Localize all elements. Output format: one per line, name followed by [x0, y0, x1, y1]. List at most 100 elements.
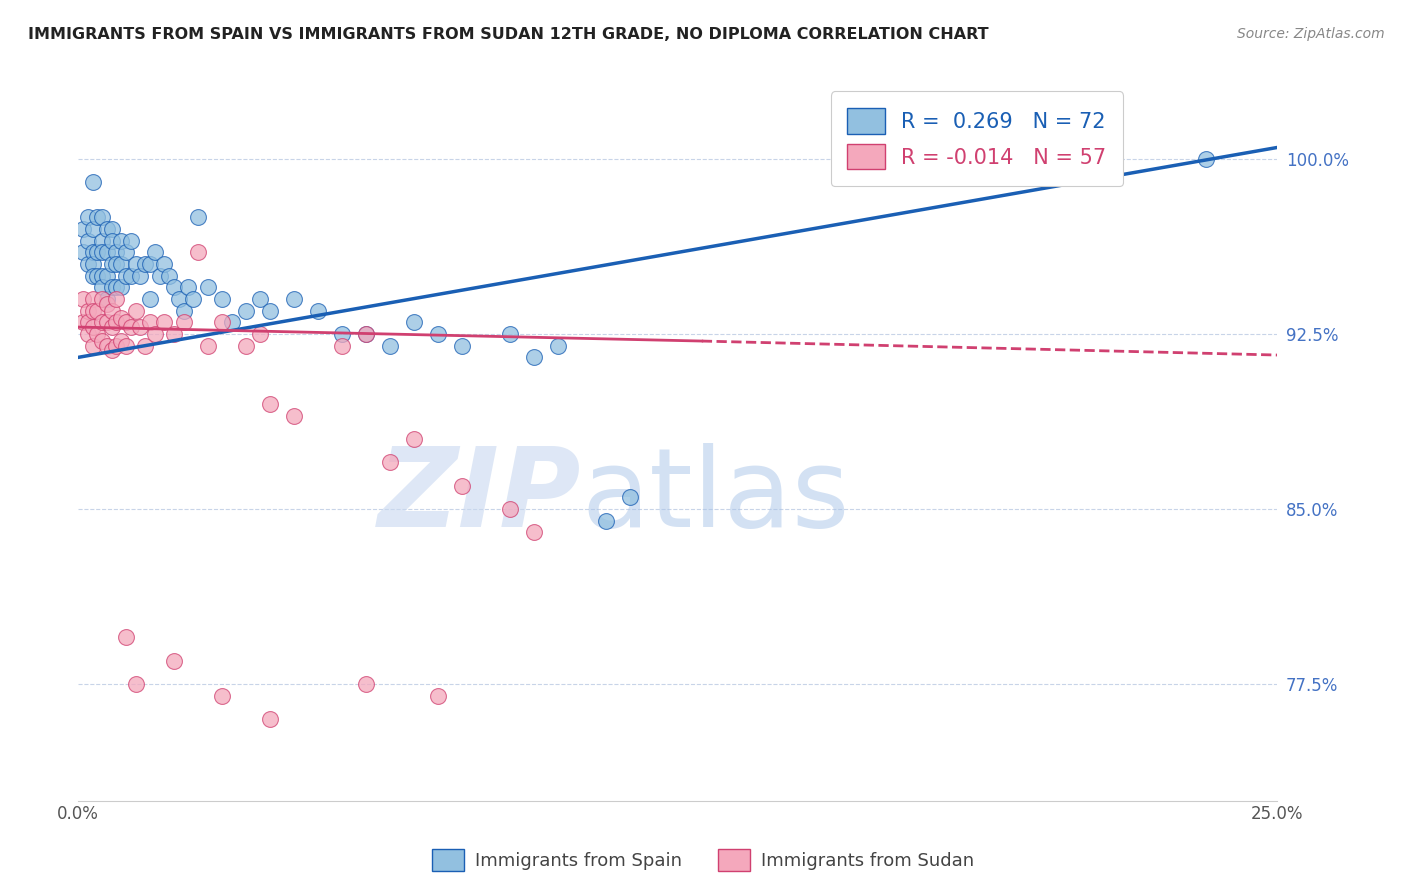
Point: [100, 257, 122, 271]
Point: [139, 292, 162, 306]
Point: [96, 245, 118, 260]
Point: [72, 222, 94, 236]
Point: [125, 303, 148, 318]
Text: Source: ZipAtlas.com: Source: ZipAtlas.com: [1237, 27, 1385, 41]
Point: [96, 339, 118, 353]
Point: [110, 257, 132, 271]
Point: [378, 339, 401, 353]
Point: [91, 280, 114, 294]
Point: [96, 292, 118, 306]
Point: [91, 292, 114, 306]
Point: [72, 315, 94, 329]
Point: [378, 455, 401, 469]
Point: [100, 343, 122, 358]
Point: [105, 245, 128, 260]
Y-axis label: 12th Grade, No Diploma: 12th Grade, No Diploma: [0, 338, 8, 540]
Point: [259, 712, 281, 726]
Point: [139, 315, 162, 329]
Point: [307, 303, 329, 318]
Point: [100, 280, 122, 294]
Point: [249, 292, 271, 306]
Point: [259, 397, 281, 411]
Point: [187, 245, 209, 260]
Point: [82, 222, 104, 236]
Point: [120, 320, 142, 334]
Point: [115, 268, 138, 283]
Point: [82, 292, 104, 306]
Point: [211, 292, 233, 306]
Point: [402, 315, 425, 329]
Point: [91, 268, 114, 283]
Point: [153, 257, 176, 271]
Point: [76, 234, 98, 248]
Point: [163, 280, 186, 294]
Point: [125, 677, 148, 691]
Point: [105, 280, 128, 294]
Point: [86, 303, 108, 318]
Point: [426, 326, 449, 341]
Point: [249, 326, 271, 341]
Point: [115, 630, 138, 644]
Point: [86, 211, 108, 225]
Point: [82, 303, 104, 318]
Point: [76, 326, 98, 341]
Point: [110, 334, 132, 348]
Point: [110, 280, 132, 294]
Point: [134, 257, 156, 271]
Point: [96, 222, 118, 236]
Point: [211, 315, 233, 329]
Point: [149, 268, 172, 283]
Point: [153, 315, 176, 329]
Point: [86, 268, 108, 283]
Point: [120, 268, 142, 283]
Point: [96, 315, 118, 329]
Point: [157, 268, 180, 283]
Point: [86, 245, 108, 260]
Point: [143, 326, 166, 341]
Text: ZIP: ZIP: [378, 443, 582, 550]
Point: [134, 339, 156, 353]
Point: [82, 176, 104, 190]
Point: [211, 689, 233, 703]
Point: [129, 320, 152, 334]
Point: [619, 491, 641, 505]
Legend: Immigrants from Spain, Immigrants from Sudan: Immigrants from Spain, Immigrants from S…: [425, 842, 981, 879]
Point: [426, 689, 449, 703]
Point: [100, 303, 122, 318]
Point: [330, 326, 353, 341]
Point: [259, 303, 281, 318]
Point: [173, 315, 195, 329]
Point: [76, 211, 98, 225]
Point: [96, 296, 118, 310]
Point: [105, 315, 128, 329]
Point: [354, 326, 377, 341]
Point: [110, 234, 132, 248]
Point: [187, 211, 209, 225]
Point: [76, 257, 98, 271]
Point: [100, 320, 122, 334]
Point: [110, 310, 132, 325]
Point: [499, 326, 522, 341]
Point: [523, 525, 546, 540]
Point: [82, 245, 104, 260]
Point: [129, 268, 152, 283]
Point: [499, 502, 522, 516]
Point: [91, 211, 114, 225]
Point: [115, 315, 138, 329]
Point: [163, 326, 186, 341]
Point: [100, 222, 122, 236]
Point: [523, 351, 546, 365]
Point: [139, 257, 162, 271]
Point: [221, 315, 243, 329]
Point: [96, 268, 118, 283]
Point: [76, 303, 98, 318]
Point: [283, 292, 305, 306]
Point: [595, 514, 617, 528]
Point: [72, 245, 94, 260]
Point: [82, 339, 104, 353]
Point: [181, 292, 204, 306]
Point: [354, 326, 377, 341]
Point: [402, 432, 425, 446]
Point: [197, 339, 219, 353]
Text: IMMIGRANTS FROM SPAIN VS IMMIGRANTS FROM SUDAN 12TH GRADE, NO DIPLOMA CORRELATIO: IMMIGRANTS FROM SPAIN VS IMMIGRANTS FROM…: [28, 27, 988, 42]
